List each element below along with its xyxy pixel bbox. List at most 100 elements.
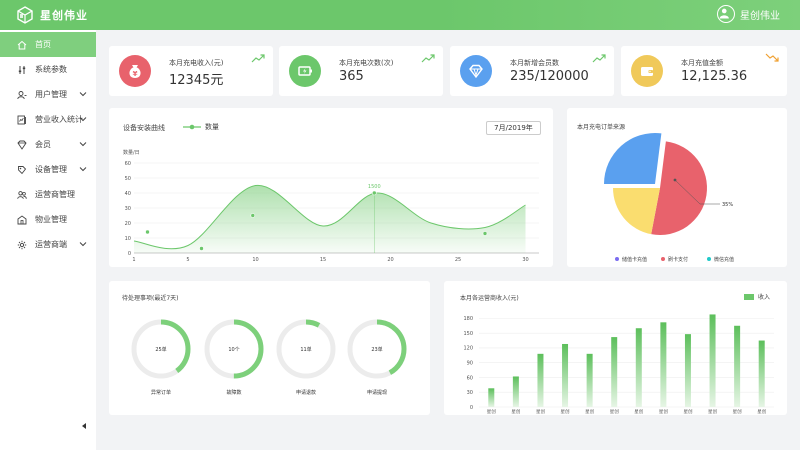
- trend-up-icon: [251, 54, 265, 63]
- battery-icon: [289, 55, 321, 87]
- bar: [488, 388, 495, 407]
- data-point: [482, 231, 488, 236]
- pie-slice: [613, 188, 660, 235]
- x-tick-label: 星创: [511, 408, 520, 415]
- legend-swatch: [744, 293, 754, 300]
- pending-items-panel: 待处理事项(最近7天) 25单 异常订单 10个 故障数 11单 申请退款 23单 申请提现: [109, 281, 430, 415]
- collapse-sidebar-icon[interactable]: [80, 422, 88, 430]
- bar: [562, 343, 569, 407]
- ring-caption: 异常订单: [151, 389, 171, 396]
- app-title: 星创伟业: [40, 9, 88, 22]
- ring-value: 25单: [155, 346, 166, 353]
- building-icon: [17, 214, 27, 224]
- x-tick-label: 25: [455, 257, 461, 263]
- x-tick-label: 30: [522, 257, 528, 263]
- y-tick-label: 30: [467, 390, 473, 396]
- stat-value: 12,125.36: [681, 69, 748, 84]
- pie-annotation: 35%: [722, 202, 733, 208]
- bar: [709, 314, 716, 407]
- x-tick-label: 5: [186, 257, 189, 263]
- legend-dot: [661, 257, 665, 261]
- member-icon: [17, 140, 27, 150]
- bar: [758, 340, 765, 407]
- bar: [537, 353, 544, 407]
- sidebar-item-operator-management[interactable]: 运营商管理: [0, 182, 96, 207]
- data-point: [371, 190, 377, 196]
- panel-title: 待处理事项(最近7天): [122, 295, 179, 302]
- trend-up-icon: [421, 54, 435, 63]
- sidebar-item-operator-portal[interactable]: 运营商端: [0, 232, 96, 257]
- sidebar-item-member[interactable]: 会员: [0, 132, 96, 157]
- sidebar-item-label: 系统参数: [35, 65, 67, 74]
- stat-label: 本月充电次数(次): [339, 59, 394, 67]
- x-tick-label: 星创: [561, 408, 570, 415]
- chart-legend: 收入: [744, 292, 770, 301]
- x-tick-label: 星创: [733, 408, 742, 415]
- logo[interactable]: 星创伟业: [16, 6, 88, 24]
- ring-progress: [131, 319, 191, 379]
- y-tick-label: 10: [125, 236, 131, 242]
- x-tick-label: 星创: [585, 408, 594, 415]
- sidebar-item-user-management[interactable]: 用户管理: [0, 82, 96, 107]
- sidebar-item-revenue-stats[interactable]: 营业收入统计: [0, 107, 96, 132]
- operator-revenue-panel: 本月各运营商收入(元) 收入 0 30 60 90 120 150 180 星创 星创 星创 星创 星…: [444, 281, 787, 415]
- chevron-down-icon: [79, 92, 87, 97]
- sliders-icon: [18, 65, 26, 74]
- stat-card-recharge-amount: 本月充值金额 12,125.36: [621, 46, 787, 96]
- money-bag-icon: ¥: [119, 55, 151, 87]
- bar: [660, 322, 667, 407]
- x-tick-label: 星创: [634, 408, 643, 415]
- pie-slice: [604, 133, 662, 184]
- sidebar-item-label: 物业管理: [35, 215, 67, 224]
- ring-progress: [276, 319, 336, 379]
- stat-label: 本月充值金额: [681, 59, 723, 67]
- y-tick-label: 180: [463, 316, 473, 322]
- sidebar-item-label: 首页: [35, 40, 51, 49]
- y-tick-label: 60: [125, 161, 131, 167]
- sidebar-item-label: 会员: [35, 140, 51, 149]
- legend-label: 微信充值: [714, 256, 734, 263]
- user-avatar-icon: [717, 5, 735, 23]
- month-picker[interactable]: 7月/2019年: [486, 121, 541, 135]
- stat-card-charging-revenue: ¥ 本月充电收入(元) 12345元: [109, 46, 273, 96]
- trend-up-icon: [592, 54, 606, 63]
- series-line: [133, 184, 526, 250]
- panel-title: 本月充电订单来源: [577, 124, 626, 131]
- sidebar-item-home[interactable]: 首页: [0, 32, 96, 57]
- device-icon: [18, 165, 27, 174]
- chart-legend: 数量: [183, 122, 219, 132]
- y-axis-label: 数量/日: [123, 149, 140, 156]
- stat-value: 12345元: [169, 73, 224, 88]
- y-tick-label: 20: [125, 221, 131, 227]
- ring-value: 11单: [300, 346, 311, 353]
- order-source-panel: 本月充电订单来源 35% 储值卡充值 刷卡支付 微信充值: [567, 108, 787, 267]
- device-install-panel: 设备安装曲线 数量 7月/2019年 数量/日 0 10 20 30 40 50 60 1 5 1…: [109, 108, 553, 267]
- ring-caption: 故障数: [226, 389, 241, 396]
- y-tick-label: 40: [125, 191, 131, 197]
- stat-value: 235/120000: [510, 69, 589, 84]
- sidebar: 首页 系统参数 用户管理 营业收入统计 会员 设备管理 运营商管理 物业管理 运…: [0, 30, 96, 450]
- bar: [734, 325, 741, 407]
- y-tick-label: 60: [467, 375, 473, 381]
- chevron-down-icon: [79, 167, 87, 172]
- sidebar-item-property-management[interactable]: 物业管理: [0, 207, 96, 232]
- legend-label: 刷卡支付: [668, 256, 688, 263]
- x-tick-label: 星创: [659, 408, 668, 415]
- x-tick-label: 星创: [610, 408, 619, 415]
- bar: [611, 337, 618, 407]
- ring-value: 10个: [228, 347, 239, 353]
- legend-label: 收入: [758, 294, 771, 301]
- area-fill: [134, 185, 526, 253]
- diamond-icon: [460, 55, 492, 87]
- chevron-down-icon: [79, 242, 87, 247]
- ring-progress: [347, 319, 407, 379]
- wallet-icon: [631, 55, 663, 87]
- sidebar-item-system-params[interactable]: 系统参数: [0, 57, 96, 82]
- sidebar-item-label: 运营商端: [35, 240, 67, 249]
- x-tick-label: 星创: [683, 408, 692, 415]
- user-menu[interactable]: 星创伟业: [717, 5, 780, 23]
- bar: [684, 334, 691, 407]
- sidebar-item-device-management[interactable]: 设备管理: [0, 157, 96, 182]
